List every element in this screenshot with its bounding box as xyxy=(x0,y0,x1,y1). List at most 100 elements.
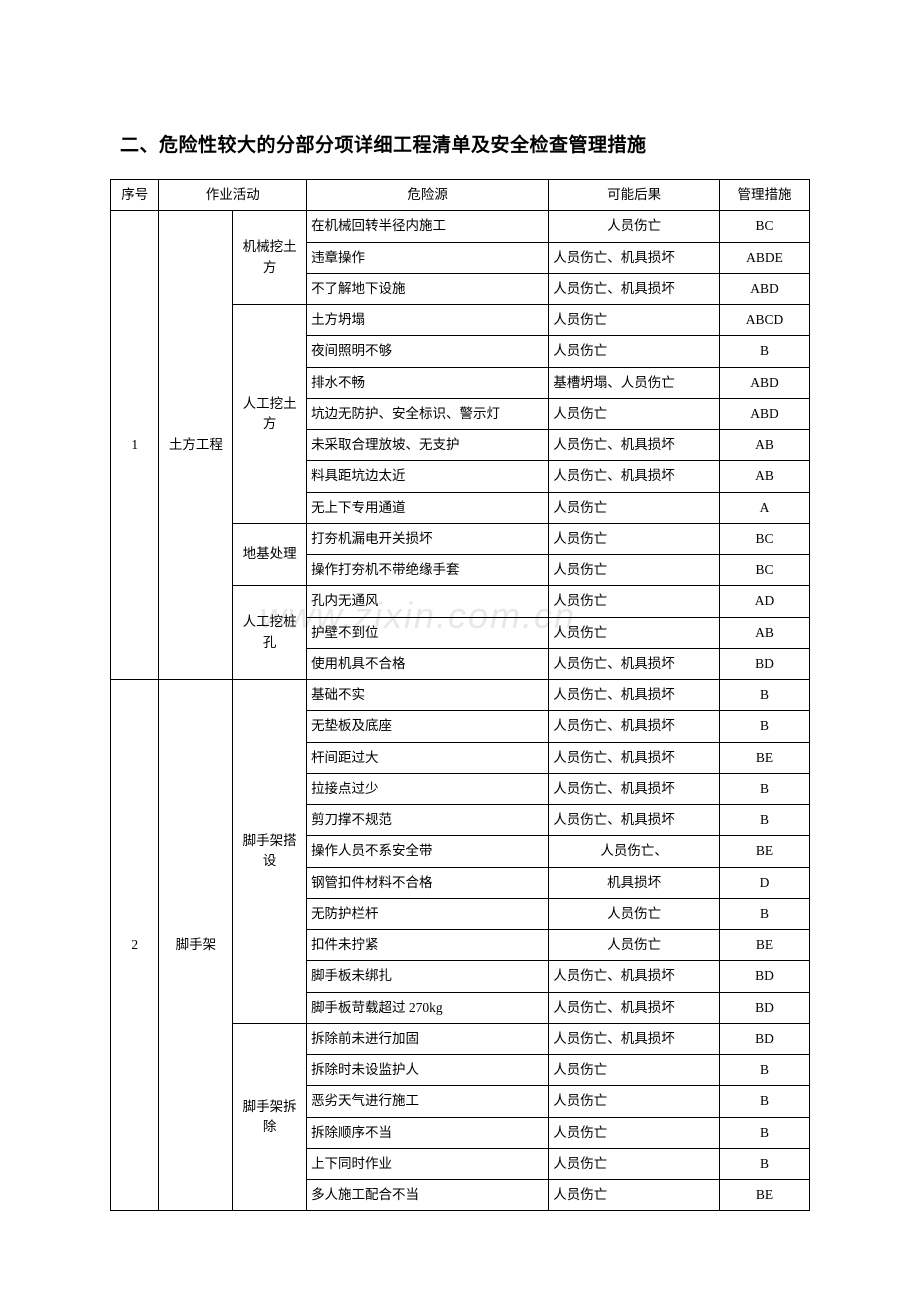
page-title: 二、危险性较大的分部分项详细工程清单及安全检查管理措施 xyxy=(120,130,810,157)
cell-consequence: 人员伤亡 xyxy=(549,555,720,586)
cell-measure: AD xyxy=(719,586,809,617)
cell-subactivity: 脚手架拆 除 xyxy=(233,1023,307,1211)
cell-subactivity: 脚手架搭 设 xyxy=(233,680,307,1024)
cell-hazard: 夜间照明不够 xyxy=(307,336,549,367)
cell-measure: BD xyxy=(719,992,809,1023)
cell-hazard: 多人施工配合不当 xyxy=(307,1180,549,1211)
cell-consequence: 基槽坍塌、人员伤亡 xyxy=(549,367,720,398)
cell-consequence: 人员伤亡、机具损坏 xyxy=(549,805,720,836)
cell-consequence: 人员伤亡、 xyxy=(549,836,720,867)
cell-hazard: 土方坍塌 xyxy=(307,305,549,336)
cell-hazard: 孔内无通风 xyxy=(307,586,549,617)
cell-hazard: 不了解地下设施 xyxy=(307,273,549,304)
cell-seq: 2 xyxy=(111,680,159,1211)
cell-consequence: 人员伤亡、机具损坏 xyxy=(549,461,720,492)
cell-consequence: 机具损坏 xyxy=(549,867,720,898)
cell-hazard: 护壁不到位 xyxy=(307,617,549,648)
cell-consequence: 人员伤亡、机具损坏 xyxy=(549,742,720,773)
cell-consequence: 人员伤亡 xyxy=(549,617,720,648)
cell-consequence: 人员伤亡 xyxy=(549,1055,720,1086)
cell-hazard: 剪刀撑不规范 xyxy=(307,805,549,836)
cell-consequence: 人员伤亡、机具损坏 xyxy=(549,430,720,461)
header-measure: 管理措施 xyxy=(719,180,809,211)
cell-consequence: 人员伤亡 xyxy=(549,492,720,523)
cell-measure: AB xyxy=(719,461,809,492)
cell-measure: AB xyxy=(719,430,809,461)
cell-hazard: 料具距坑边太近 xyxy=(307,461,549,492)
cell-consequence: 人员伤亡 xyxy=(549,336,720,367)
table-header-row: 序号作业活动危险源可能后果管理措施 xyxy=(111,180,810,211)
cell-consequence: 人员伤亡、机具损坏 xyxy=(549,242,720,273)
cell-measure: B xyxy=(719,773,809,804)
table-row: 1土方工程机械挖土方在机械回转半径内施工人员伤亡BC xyxy=(111,211,810,242)
header-hazard: 危险源 xyxy=(307,180,549,211)
cell-subactivity: 人工挖桩 孔 xyxy=(233,586,307,680)
cell-hazard: 使用机具不合格 xyxy=(307,648,549,679)
cell-measure: B xyxy=(719,1117,809,1148)
cell-consequence: 人员伤亡 xyxy=(549,211,720,242)
cell-consequence: 人员伤亡 xyxy=(549,1086,720,1117)
cell-measure: BD xyxy=(719,1023,809,1054)
cell-consequence: 人员伤亡 xyxy=(549,1148,720,1179)
header-consequence: 可能后果 xyxy=(549,180,720,211)
cell-consequence: 人员伤亡 xyxy=(549,586,720,617)
cell-hazard: 坑边无防护、安全标识、警示灯 xyxy=(307,398,549,429)
cell-hazard: 无垫板及底座 xyxy=(307,711,549,742)
cell-subactivity: 地基处理 xyxy=(233,523,307,586)
cell-consequence: 人员伤亡 xyxy=(549,930,720,961)
cell-measure: ABCD xyxy=(719,305,809,336)
cell-measure: ABD xyxy=(719,367,809,398)
cell-measure: B xyxy=(719,1055,809,1086)
cell-measure: BD xyxy=(719,648,809,679)
cell-consequence: 人员伤亡 xyxy=(549,1180,720,1211)
cell-consequence: 人员伤亡、机具损坏 xyxy=(549,680,720,711)
cell-measure: BC xyxy=(719,523,809,554)
cell-activity: 脚手架 xyxy=(159,680,233,1211)
cell-hazard: 脚手板未绑扎 xyxy=(307,961,549,992)
cell-measure: B xyxy=(719,336,809,367)
cell-measure: BE xyxy=(719,836,809,867)
cell-hazard: 无上下专用通道 xyxy=(307,492,549,523)
cell-measure: AB xyxy=(719,617,809,648)
cell-measure: A xyxy=(719,492,809,523)
cell-measure: B xyxy=(719,680,809,711)
header-seq: 序号 xyxy=(111,180,159,211)
cell-hazard: 上下同时作业 xyxy=(307,1148,549,1179)
cell-consequence: 人员伤亡 xyxy=(549,1117,720,1148)
cell-consequence: 人员伤亡 xyxy=(549,523,720,554)
cell-hazard: 拆除顺序不当 xyxy=(307,1117,549,1148)
cell-consequence: 人员伤亡 xyxy=(549,305,720,336)
cell-consequence: 人员伤亡、机具损坏 xyxy=(549,773,720,804)
cell-consequence: 人员伤亡、机具损坏 xyxy=(549,1023,720,1054)
cell-measure: B xyxy=(719,805,809,836)
cell-hazard: 无防护栏杆 xyxy=(307,898,549,929)
cell-measure: BC xyxy=(719,211,809,242)
cell-subactivity: 机械挖土方 xyxy=(233,211,307,305)
cell-measure: B xyxy=(719,711,809,742)
cell-hazard: 打夯机漏电开关损坏 xyxy=(307,523,549,554)
table-container: 序号作业活动危险源可能后果管理措施1土方工程机械挖土方在机械回转半径内施工人员伤… xyxy=(110,179,810,1211)
cell-consequence: 人员伤亡、机具损坏 xyxy=(549,648,720,679)
cell-hazard: 拉接点过少 xyxy=(307,773,549,804)
cell-consequence: 人员伤亡、机具损坏 xyxy=(549,961,720,992)
cell-hazard: 恶劣天气进行施工 xyxy=(307,1086,549,1117)
cell-hazard: 操作打夯机不带绝缘手套 xyxy=(307,555,549,586)
cell-measure: B xyxy=(719,898,809,929)
cell-hazard: 钢管扣件材料不合格 xyxy=(307,867,549,898)
hazard-table: 序号作业活动危险源可能后果管理措施1土方工程机械挖土方在机械回转半径内施工人员伤… xyxy=(110,179,810,1211)
document-page: 二、危险性较大的分部分项详细工程清单及安全检查管理措施 www.zixin.co… xyxy=(0,0,920,1271)
cell-hazard: 拆除前未进行加固 xyxy=(307,1023,549,1054)
cell-hazard: 基础不实 xyxy=(307,680,549,711)
cell-consequence: 人员伤亡 xyxy=(549,898,720,929)
cell-measure: D xyxy=(719,867,809,898)
cell-hazard: 在机械回转半径内施工 xyxy=(307,211,549,242)
cell-hazard: 排水不畅 xyxy=(307,367,549,398)
cell-hazard: 未采取合理放坡、无支护 xyxy=(307,430,549,461)
cell-subactivity: 人工挖土 方 xyxy=(233,305,307,524)
cell-measure: ABD xyxy=(719,398,809,429)
cell-hazard: 拆除时未设监护人 xyxy=(307,1055,549,1086)
cell-hazard: 杆间距过大 xyxy=(307,742,549,773)
cell-measure: ABD xyxy=(719,273,809,304)
cell-hazard: 扣件未拧紧 xyxy=(307,930,549,961)
cell-measure: B xyxy=(719,1148,809,1179)
